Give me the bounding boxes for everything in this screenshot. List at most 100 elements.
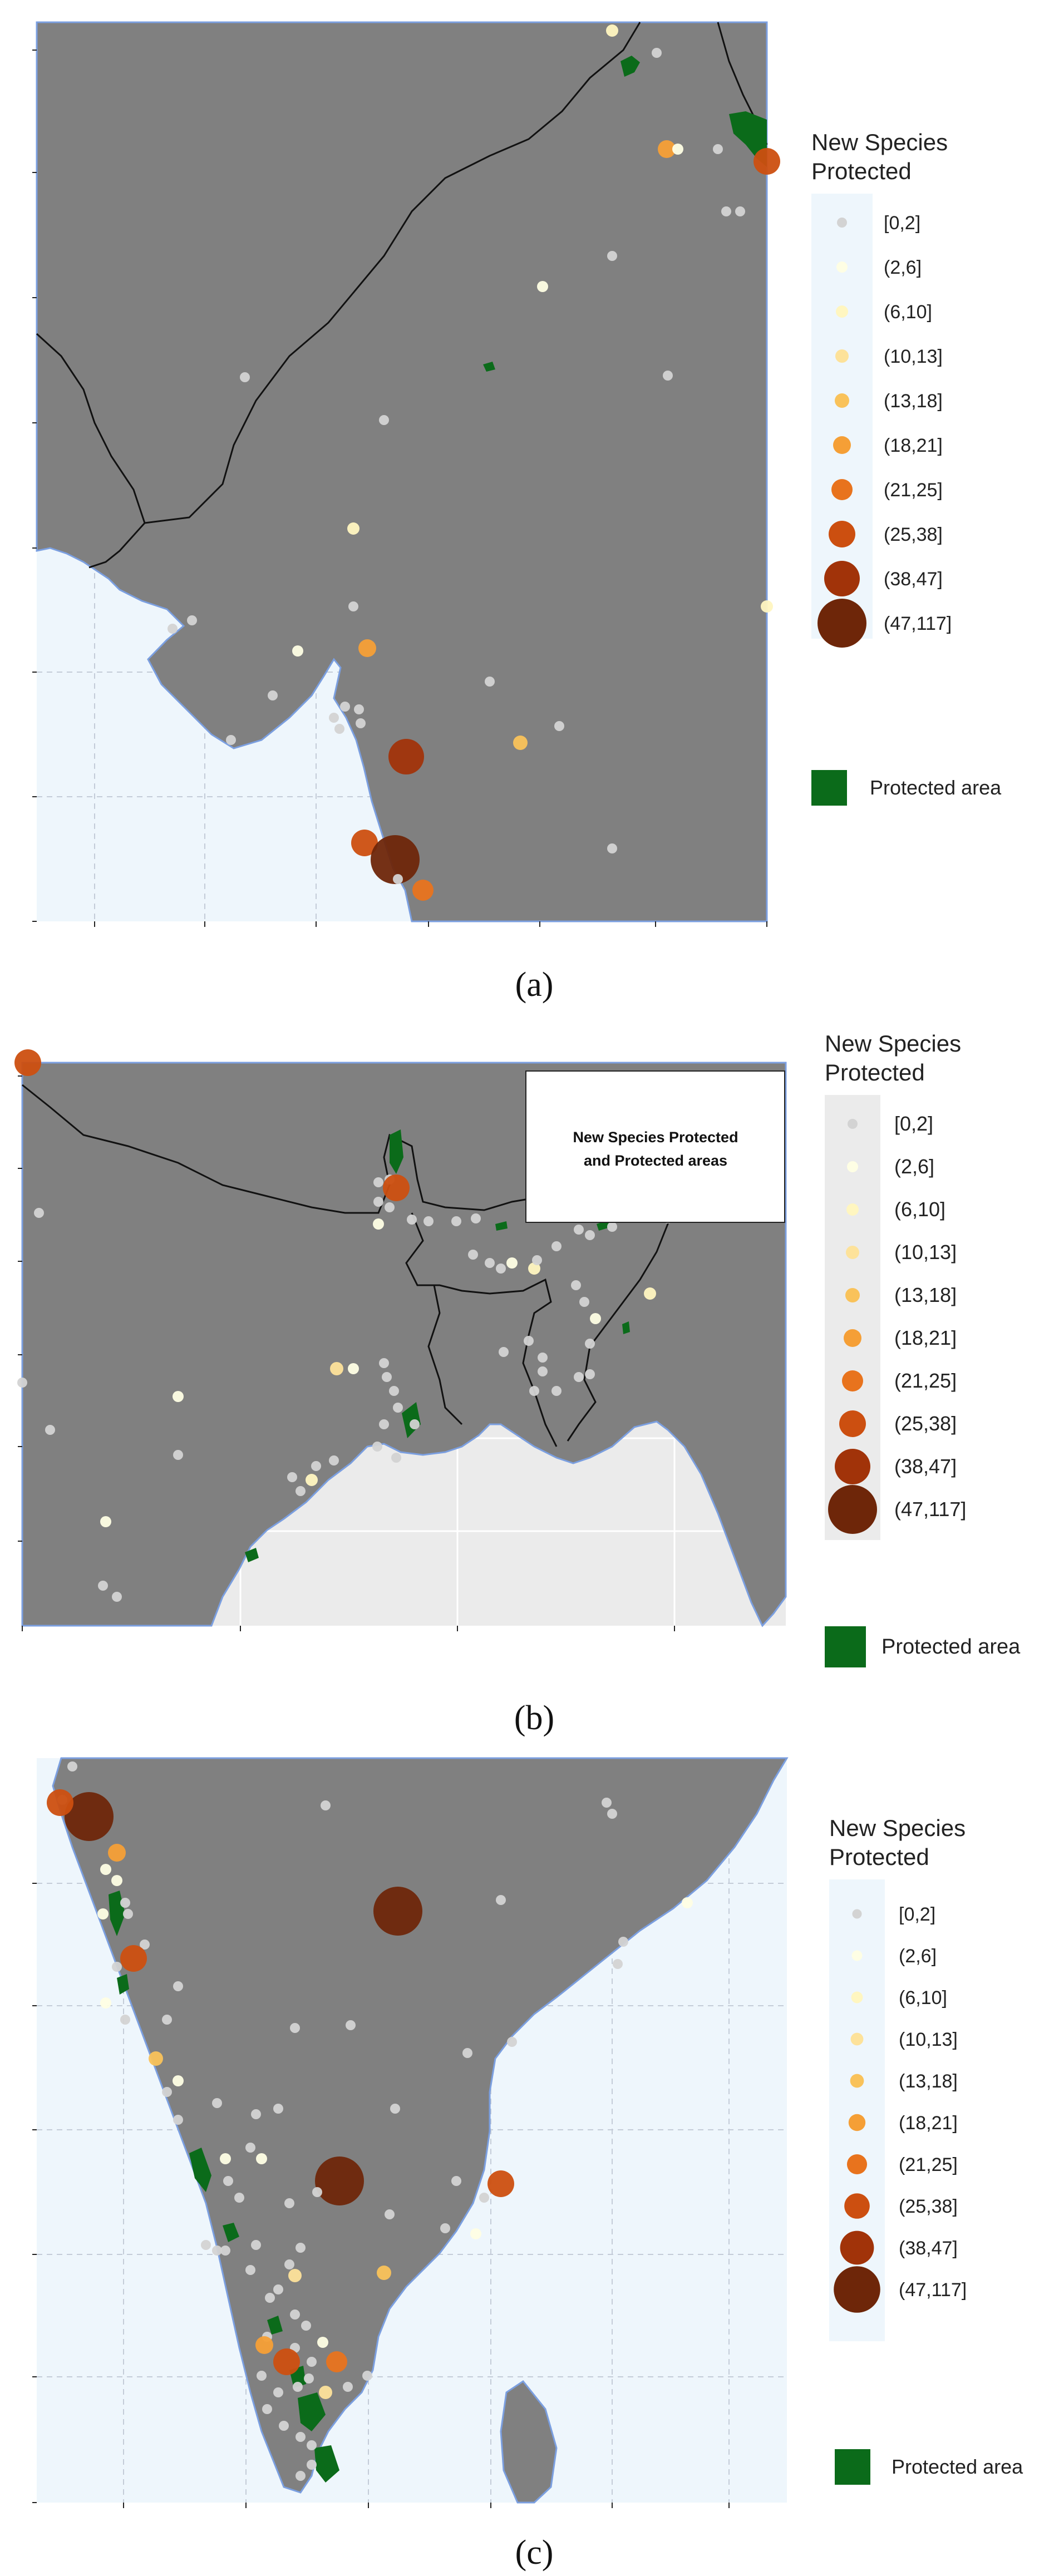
legend-key-label: (2,6] — [894, 1155, 934, 1178]
species-point — [290, 2023, 300, 2033]
legend-key-label: [0,2] — [894, 1112, 933, 1135]
species-point — [287, 1472, 297, 1482]
species-point — [382, 1372, 392, 1382]
species-point — [735, 206, 745, 216]
legend-key-label: (47,117] — [894, 1498, 966, 1521]
species-point — [162, 2015, 172, 2025]
legend-key-label: (13,18] — [894, 1284, 957, 1306]
species-point — [390, 2104, 400, 2114]
species-point — [373, 1218, 384, 1230]
species-point — [348, 601, 358, 611]
species-point — [761, 600, 773, 613]
species-point — [496, 1264, 506, 1274]
species-point — [354, 704, 364, 714]
species-point — [273, 2387, 283, 2397]
species-point — [513, 736, 528, 750]
species-point — [321, 1800, 331, 1810]
map-c-sri-lanka — [500, 2380, 558, 2504]
species-point — [373, 1887, 422, 1936]
species-point — [120, 1898, 130, 1908]
legend-key-label: (6,10] — [894, 1198, 945, 1221]
species-point — [312, 2187, 322, 2197]
species-point — [532, 1255, 542, 1265]
legend-key-dot — [850, 2074, 864, 2088]
legend-key-dot — [848, 2114, 866, 2131]
species-point — [112, 1592, 122, 1602]
species-point — [606, 24, 618, 37]
species-point — [551, 1241, 562, 1251]
species-point — [120, 1945, 147, 1972]
species-point — [347, 522, 359, 535]
legend-key-dot — [831, 479, 853, 500]
species-point — [240, 372, 250, 382]
species-point — [358, 639, 376, 657]
map-b-protected-area — [402, 1402, 421, 1438]
species-point — [506, 1257, 518, 1269]
species-point — [529, 1386, 539, 1396]
legend-title: Protected — [811, 158, 912, 184]
legend-title: Protected — [825, 1059, 925, 1085]
map-b-protected-area — [245, 1548, 259, 1562]
species-point — [301, 2321, 311, 2331]
species-point — [265, 2293, 275, 2303]
map-b-protected-area — [622, 1321, 630, 1334]
species-point — [212, 2098, 222, 2108]
legend-key-dot — [837, 218, 847, 228]
species-point — [17, 1378, 27, 1388]
protected-area-label: Protected area — [892, 2455, 1023, 2478]
species-point — [753, 148, 780, 175]
species-point — [379, 415, 389, 425]
species-point — [554, 721, 564, 731]
species-point — [377, 2266, 391, 2280]
legend-key-dot — [847, 1161, 858, 1172]
species-point — [149, 2051, 163, 2066]
species-point — [343, 2382, 353, 2392]
legend-title: Protected — [829, 1844, 929, 1870]
legend-key-label: (38,47] — [884, 569, 943, 590]
legend-title: New Species — [829, 1815, 966, 1841]
species-point — [296, 2471, 306, 2481]
species-point — [574, 1372, 584, 1382]
species-point — [485, 1258, 495, 1268]
protected-area-swatch — [835, 2449, 870, 2485]
species-point — [47, 1789, 73, 1816]
legend-key-dot — [846, 2154, 868, 2175]
legend-b: New Species Protected [0,2] (2,6] (6,10] (1… — [825, 1030, 1021, 1667]
species-point — [607, 1809, 617, 1819]
species-point — [319, 2386, 332, 2399]
species-point — [255, 2336, 273, 2354]
species-point — [220, 2153, 231, 2164]
legend-key-label: (21,25] — [884, 480, 943, 501]
species-point — [410, 1419, 420, 1429]
species-point — [451, 2176, 461, 2186]
map-c-ticks — [32, 1883, 730, 2508]
species-point — [462, 2048, 472, 2058]
legend-key-dot — [835, 393, 849, 408]
species-point — [100, 1516, 111, 1527]
species-point — [304, 2373, 314, 2383]
legend-key-label: (21,25] — [894, 1369, 957, 1392]
map-b-border-line — [22, 1084, 692, 1442]
species-point — [383, 1175, 410, 1201]
map-b: New Species Protected and Protected area… — [14, 1049, 787, 1631]
species-point — [173, 1391, 184, 1402]
species-point — [499, 1347, 509, 1357]
species-point — [98, 1581, 108, 1591]
legend-key-dot — [844, 1329, 861, 1347]
protected-area-swatch — [825, 1626, 866, 1667]
species-point — [268, 690, 278, 700]
legend-key-dot — [851, 1950, 863, 1961]
map-a — [32, 21, 780, 927]
species-point — [251, 2240, 261, 2250]
inset-box — [525, 1070, 785, 1223]
species-point — [372, 1442, 382, 1452]
legend-key-label: (10,13] — [899, 2029, 958, 2050]
species-point — [223, 2176, 233, 2186]
species-point — [330, 1362, 343, 1375]
species-point — [296, 2243, 306, 2253]
map-c-protected-area — [117, 1974, 129, 1995]
species-point — [334, 724, 344, 734]
species-point — [393, 1403, 403, 1413]
legend-key-label: (47,117] — [884, 613, 952, 634]
